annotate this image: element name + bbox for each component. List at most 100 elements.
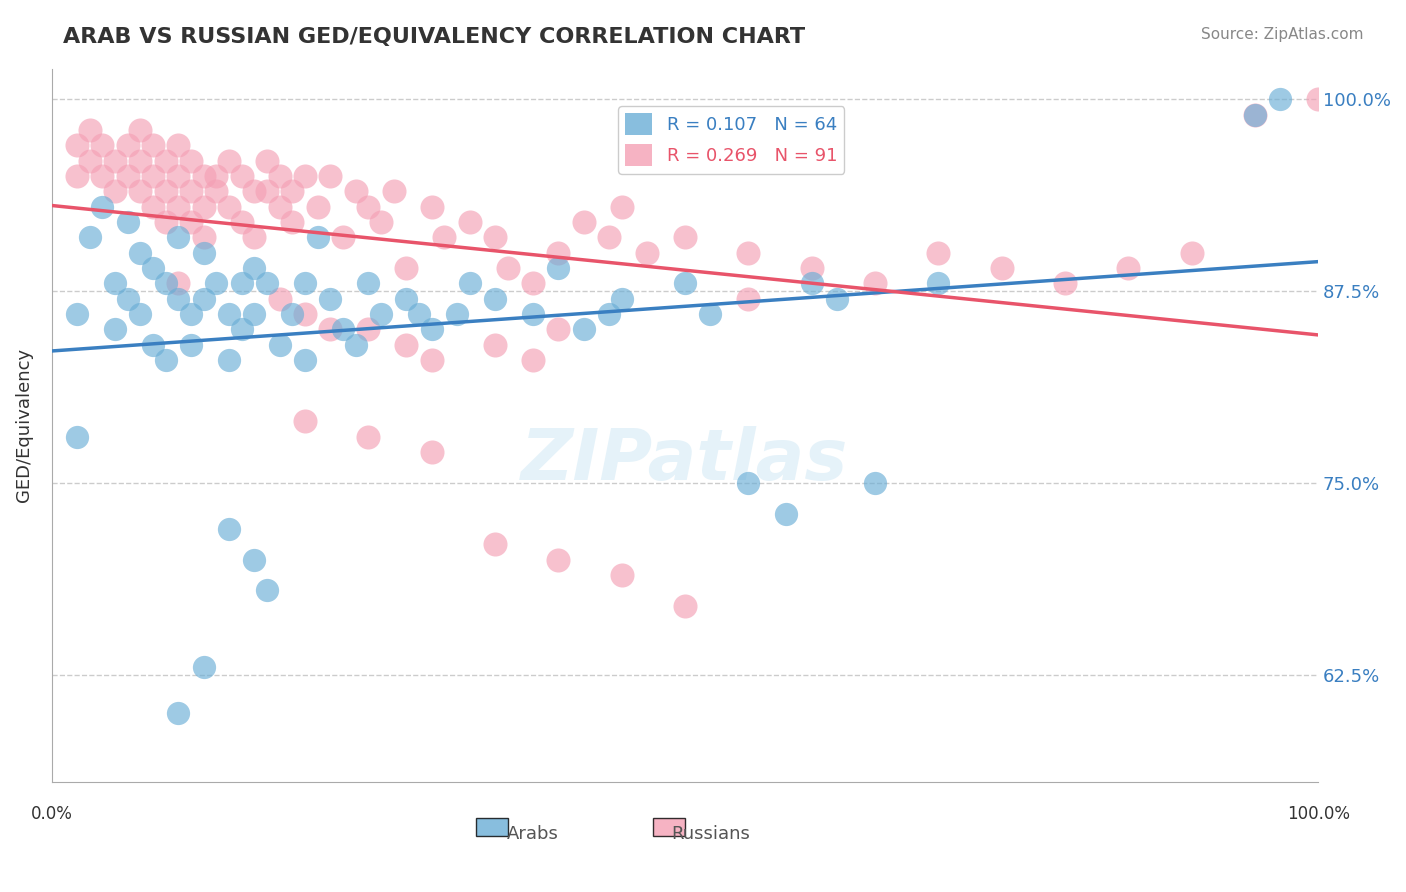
Point <box>129 245 152 260</box>
Point <box>205 169 228 183</box>
Point <box>243 184 266 198</box>
Point <box>243 552 266 566</box>
FancyBboxPatch shape <box>654 818 685 836</box>
Point <box>395 292 418 306</box>
Point <box>256 153 278 168</box>
Point <box>927 245 949 260</box>
Point <box>357 200 380 214</box>
Point <box>142 337 165 351</box>
Point <box>79 153 101 168</box>
Point <box>547 552 569 566</box>
Point <box>319 322 342 336</box>
Point <box>79 123 101 137</box>
Point <box>142 138 165 153</box>
Point <box>167 292 190 306</box>
Point <box>129 184 152 198</box>
Point <box>167 200 190 214</box>
Point <box>294 307 316 321</box>
Point <box>66 138 89 153</box>
Point <box>775 507 797 521</box>
Point <box>699 307 721 321</box>
Point <box>104 322 127 336</box>
Point <box>180 184 202 198</box>
Point <box>281 215 304 229</box>
Point <box>484 537 506 551</box>
Point <box>231 215 253 229</box>
Point <box>446 307 468 321</box>
Point <box>572 215 595 229</box>
Point <box>737 245 759 260</box>
Text: Russians: Russians <box>671 825 749 843</box>
Point <box>370 215 392 229</box>
Point <box>243 230 266 244</box>
Point <box>420 200 443 214</box>
Point <box>433 230 456 244</box>
Point <box>281 307 304 321</box>
Point <box>117 292 139 306</box>
Point <box>547 260 569 275</box>
Point <box>180 153 202 168</box>
Point <box>420 322 443 336</box>
Point <box>420 353 443 368</box>
FancyBboxPatch shape <box>477 818 508 836</box>
Point <box>193 660 215 674</box>
Point <box>91 200 114 214</box>
Point <box>458 215 481 229</box>
Point <box>167 230 190 244</box>
Point <box>496 260 519 275</box>
Point <box>673 599 696 613</box>
Point <box>155 277 177 291</box>
Point <box>610 200 633 214</box>
Point <box>522 353 544 368</box>
Point <box>522 277 544 291</box>
Point <box>193 292 215 306</box>
Point <box>256 583 278 598</box>
Point <box>281 184 304 198</box>
Point <box>1053 277 1076 291</box>
Point <box>307 230 329 244</box>
Point <box>167 138 190 153</box>
Point <box>193 200 215 214</box>
Point <box>319 169 342 183</box>
Point <box>598 307 620 321</box>
Point <box>218 200 240 214</box>
Text: ARAB VS RUSSIAN GED/EQUIVALENCY CORRELATION CHART: ARAB VS RUSSIAN GED/EQUIVALENCY CORRELAT… <box>63 27 806 46</box>
Point <box>180 337 202 351</box>
Point <box>737 475 759 490</box>
Point <box>269 169 291 183</box>
Point <box>193 245 215 260</box>
Point <box>104 277 127 291</box>
Point <box>167 169 190 183</box>
Point <box>66 169 89 183</box>
Point <box>395 260 418 275</box>
Point <box>332 230 354 244</box>
Point <box>1116 260 1139 275</box>
Point <box>91 169 114 183</box>
Point <box>294 415 316 429</box>
Point <box>1308 92 1330 106</box>
Point <box>1243 107 1265 121</box>
Point <box>294 353 316 368</box>
Point <box>344 184 367 198</box>
Point <box>572 322 595 336</box>
Point <box>547 245 569 260</box>
Point <box>673 277 696 291</box>
Point <box>91 138 114 153</box>
Point <box>243 260 266 275</box>
Point <box>825 292 848 306</box>
Text: 0.0%: 0.0% <box>31 805 73 823</box>
Point <box>1180 245 1202 260</box>
Point <box>927 277 949 291</box>
Point <box>104 184 127 198</box>
Point <box>167 277 190 291</box>
Point <box>269 292 291 306</box>
Point <box>218 522 240 536</box>
Point <box>800 260 823 275</box>
Text: Arabs: Arabs <box>508 825 560 843</box>
Point <box>231 169 253 183</box>
Point <box>382 184 405 198</box>
Point <box>610 292 633 306</box>
Point <box>357 322 380 336</box>
Point <box>193 169 215 183</box>
Point <box>117 138 139 153</box>
